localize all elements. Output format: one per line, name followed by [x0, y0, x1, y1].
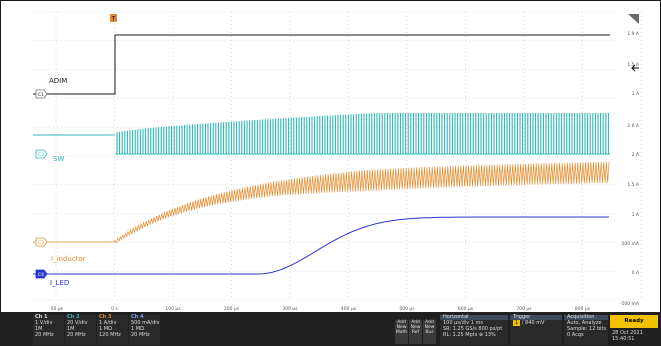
- acquisition-mode: Auto, Analyze: [567, 320, 602, 326]
- channel-markers[interactable]: C1 C2 C3 C4: [35, 89, 48, 279]
- right-scale-label: 1 A: [632, 91, 640, 97]
- ch3-scale: 1 A/div: [99, 320, 117, 326]
- time-axis: -50 µs 0 s 100 µs 200 µs 300 µs 400 µs 500 µs 6…: [49, 306, 591, 312]
- label-i-inductor: I_inductor: [51, 255, 86, 263]
- time-tick-label: 300 µs: [282, 306, 298, 312]
- ch1-marker[interactable]: C1: [35, 89, 48, 99]
- waveform-display[interactable]: C1 C2 C3 C4 1.9 A 1.5 A 1 A 2.0 A 2 A 1.5 A 1 A 50…: [0, 0, 661, 312]
- ch4-scale: 500 mA/div: [131, 320, 160, 326]
- graticule: [33, 11, 642, 301]
- trigger-level: / 840 mV: [521, 320, 545, 326]
- right-scale-label: 1 A: [632, 212, 640, 218]
- trigger-position-marker[interactable]: T: [110, 14, 117, 23]
- ready-status-badge[interactable]: Ready: [610, 315, 658, 328]
- right-scale-label: 2 A: [632, 152, 640, 158]
- svg-text:C3: C3: [38, 240, 44, 246]
- ch2-badge[interactable]: Ch 2 20 V/div 1M 20 MHz: [65, 315, 96, 345]
- horizontal-record-length: RL: 1.25 Mpts ⊕ 13%: [443, 332, 496, 338]
- bottom-bar: Ch 1 1 V/div 1M 20 MHz Ch 2 20 V/div 1M …: [0, 312, 661, 346]
- trigger-source-badge: 1: [513, 320, 521, 326]
- ch2-impedance: 1M: [67, 326, 75, 332]
- acquisition-sample: Sample: 12 bits: [567, 326, 607, 332]
- time-tick-label: 600 µs: [458, 306, 474, 312]
- add-new-bus-button[interactable]: Add New Bus: [423, 320, 436, 344]
- acquisition-title: Acquisition: [564, 315, 608, 320]
- ch1-badge[interactable]: Ch 1 1 V/div 1M 20 MHz: [33, 315, 64, 345]
- add-new-math-button[interactable]: Add New Math: [395, 320, 408, 344]
- ch1-impedance: 1M: [35, 326, 43, 332]
- ch4-title: Ch 4: [131, 314, 144, 320]
- trigger-panel[interactable]: Trigger 1 / 840 mV: [510, 315, 562, 345]
- ch4-impedance: 1 MΩ: [131, 326, 144, 332]
- ch4-marker[interactable]: C4: [35, 269, 48, 279]
- horizontal-scale: 100 µs/div 1 ms: [443, 320, 483, 326]
- trace-i-led: [33, 216, 609, 275]
- traces: [33, 34, 610, 275]
- time-tick-label: 200 µs: [224, 306, 240, 312]
- right-scale-label: 500 mA: [622, 241, 640, 247]
- arrow-left-icon[interactable]: [631, 64, 639, 72]
- acquisition-panel[interactable]: Acquisition Auto, Analyze Sample: 12 bit…: [564, 315, 608, 345]
- ch4-badge[interactable]: Ch 4 500 mA/div 1 MΩ 20 MHz: [129, 315, 160, 345]
- ch3-impedance: 1 MΩ: [99, 326, 112, 332]
- ch2-bandwidth: 20 MHz: [67, 332, 86, 338]
- ch3-title: Ch 3: [99, 314, 112, 320]
- ch2-marker[interactable]: C2: [35, 149, 48, 159]
- ch1-title: Ch 1: [35, 314, 48, 320]
- ch1-bandwidth: 20 MHz: [35, 332, 54, 338]
- right-scale: 1.9 A 1.5 A 1 A 2.0 A 2 A 1.5 A 1 A 500 mA 0 A -5…: [620, 31, 640, 307]
- corner-handle-icon[interactable]: [628, 14, 639, 24]
- time-tick-label: -50 µs: [49, 306, 64, 312]
- horizontal-title: Horizontal: [440, 315, 508, 320]
- ch4-bandwidth: 20 MHz: [131, 332, 150, 338]
- time-tick-label: 700 µs: [516, 306, 532, 312]
- trace-adim: [33, 34, 610, 95]
- svg-text:C2: C2: [38, 152, 44, 158]
- ch3-marker[interactable]: C3: [35, 237, 48, 247]
- date-time: 28 Oct 2021 15:40:51: [612, 330, 658, 342]
- right-scale-label: 2.0 A: [627, 123, 640, 129]
- time-tick-label: 400 µs: [341, 306, 357, 312]
- time-tick-label: 500 µs: [399, 306, 415, 312]
- trace-i-inductor: [33, 161, 610, 244]
- label-adim: ADIM: [49, 77, 67, 85]
- time-tick-label: 100 µs: [165, 306, 181, 312]
- waveform-svg[interactable]: C1 C2 C3 C4 1.9 A 1.5 A 1 A 2.0 A 2 A 1.5 A 1 A 50…: [0, 0, 661, 312]
- horizontal-sample-rate: SR: 1.25 GS/s 800 ps/pt: [443, 326, 503, 332]
- right-scale-label: 1.5 A: [627, 62, 640, 68]
- ch2-scale: 20 V/div: [67, 320, 88, 326]
- trigger-setting: 1 / 840 mV: [510, 320, 562, 326]
- right-scale-label: -500 mA: [620, 301, 640, 307]
- right-scale-label: 0 A: [632, 270, 640, 276]
- time-tick-label: 0 s: [111, 306, 118, 312]
- trace-sw: [33, 113, 609, 154]
- label-i-led: I_LED: [50, 279, 69, 287]
- date-text: 28 Oct 2021: [612, 330, 643, 336]
- ch1-scale: 1 V/div: [35, 320, 53, 326]
- label-sw: SW: [53, 155, 64, 163]
- acquisition-count: 0 Acqs: [567, 332, 584, 338]
- svg-text:C4: C4: [38, 272, 44, 278]
- right-scale-label: 1.5 A: [627, 182, 640, 188]
- time-tick-label: 800 µs: [575, 306, 591, 312]
- ch3-bandwidth: 120 MHz: [99, 332, 121, 338]
- svg-text:C1: C1: [38, 92, 44, 98]
- time-text: 15:40:51: [612, 336, 635, 342]
- horizontal-panel[interactable]: Horizontal 100 µs/div 1 ms SR: 1.25 GS/s…: [440, 315, 508, 345]
- svg-text:T: T: [111, 16, 116, 23]
- ch2-title: Ch 2: [67, 314, 80, 320]
- add-new-ref-button[interactable]: Add New Ref: [409, 320, 422, 344]
- ch3-badge[interactable]: Ch 3 1 A/div 1 MΩ 120 MHz: [97, 315, 128, 345]
- trigger-title: Trigger: [510, 315, 562, 320]
- right-scale-label: 1.9 A: [627, 31, 640, 37]
